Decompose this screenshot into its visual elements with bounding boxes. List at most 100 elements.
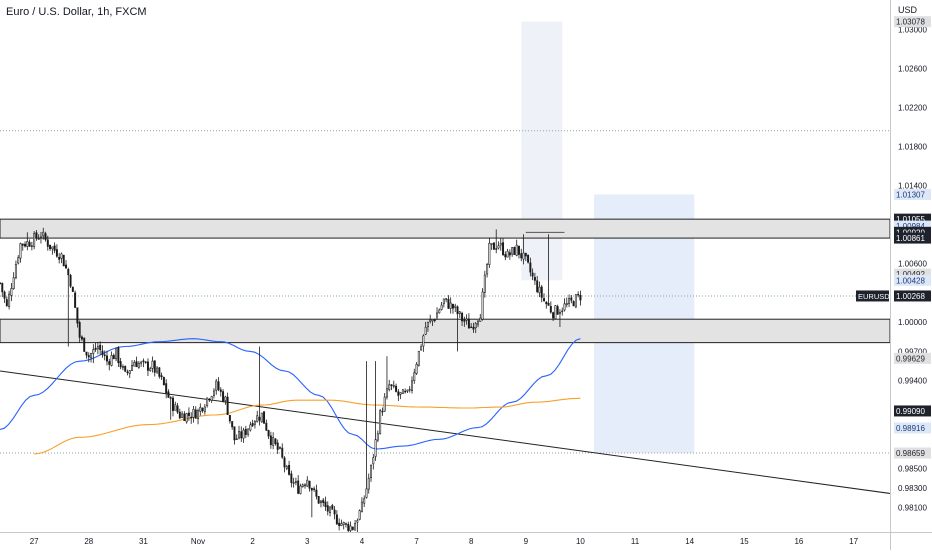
candle-body [233,426,236,441]
candle-body [370,464,373,478]
candle-body [272,437,275,446]
candle-body [151,360,154,369]
candle-body [146,361,149,371]
candle [288,460,291,476]
candle [558,309,561,328]
candle-body [465,318,468,321]
candle [447,295,450,309]
candle [8,290,11,310]
candle-body [281,447,284,458]
currency-label: USD [898,5,918,15]
candle [319,499,322,508]
candle [128,370,131,379]
candle-body [431,319,434,322]
candle-body [1,282,4,293]
price-label-box [894,447,931,459]
candle-body [376,433,379,441]
candle [80,335,83,342]
candle [461,311,464,327]
candle-body [283,457,286,468]
candle-body [24,243,27,247]
candle [87,352,90,363]
candle [192,405,195,423]
candle-body [219,389,222,392]
candle-body [49,244,52,250]
candle [454,303,457,312]
candle [212,388,215,399]
candle-body [340,523,343,526]
y-tick-label: 1.01800 [898,142,927,151]
candle [429,314,432,324]
candle-body [185,413,188,423]
candle [219,387,222,397]
candle [474,321,477,334]
candle [247,428,250,437]
candle-body [110,355,113,366]
zone-resistance [0,218,891,239]
candle [513,246,516,256]
price-labels: 1.030781.013071.010551.009841.009201.008… [856,16,931,459]
candle-body [5,299,8,306]
x-tick-label: 7 [414,537,419,546]
candle [251,419,254,428]
candle [497,241,500,250]
candle [379,408,382,435]
candle [85,351,88,359]
candle [153,360,156,377]
candle [413,368,416,384]
candle-body [461,312,464,322]
candle [420,344,423,351]
candle [540,284,543,303]
candle-body [228,414,231,422]
candle-body [222,391,225,402]
price-label: 1.00984 [894,220,931,232]
candle-body [108,361,111,365]
candle [217,377,220,392]
candle-body [495,248,498,250]
x-tick-label: 15 [740,537,749,546]
candle-body [399,392,402,395]
candle [481,288,484,321]
candle [53,242,56,254]
candle-body [319,500,322,504]
candle [574,294,577,309]
symbol-tag-text: EURUSD [858,292,890,301]
candle [269,431,272,449]
candle [46,235,49,251]
candle-body [30,245,33,247]
candle [142,358,145,368]
candle-body [21,243,24,246]
candle [431,318,434,326]
candle-body [278,447,281,449]
candle-body [442,298,445,305]
candle-body [203,406,206,412]
candle [121,364,124,371]
candle-body [483,274,486,293]
candle [156,366,159,374]
candle-body [451,303,454,309]
candle-body [187,412,190,416]
x-tick-label: 14 [685,537,694,546]
candle-body [422,335,425,347]
candle-body [194,409,197,419]
candle [238,425,240,440]
candle-body [0,282,1,285]
candle [552,311,555,322]
y-tick-label: 0.98500 [898,465,927,474]
candle [162,376,165,386]
candle-body [401,389,404,394]
candle-body [46,239,49,247]
candle [60,252,63,264]
candle [44,231,47,242]
candle [411,376,413,394]
candle [545,301,548,309]
candle-body [247,428,250,435]
candle-body [458,311,461,314]
candle [253,420,256,429]
candle [577,291,580,298]
candle [167,389,170,398]
candle-body [379,410,382,434]
candle [490,243,493,251]
